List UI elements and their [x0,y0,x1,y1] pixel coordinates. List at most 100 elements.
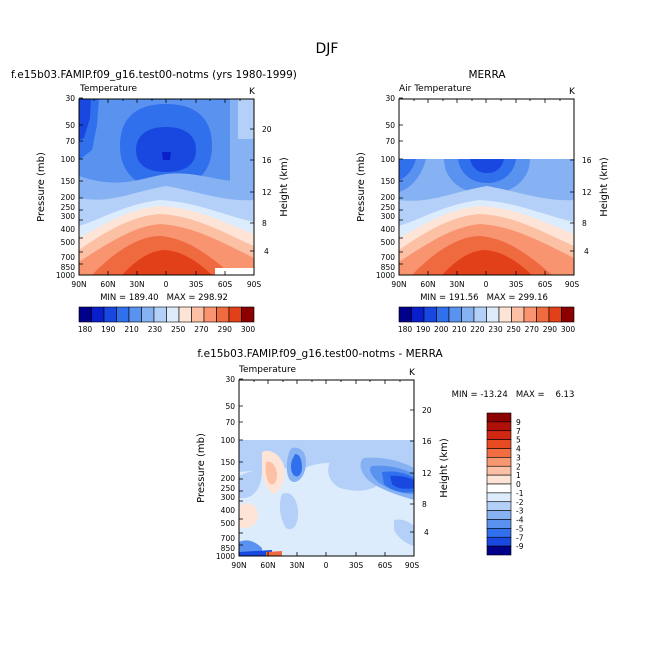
colorbar-label: 290 [218,325,233,334]
x-tick-label: 60S [538,280,553,289]
contour-band [399,159,416,180]
y2-tick-label: 4 [584,247,589,256]
x-tick-label: 0 [484,280,489,289]
y-tick-label: 1000 [376,271,395,280]
colorbar-label: 230 [488,325,503,334]
contour-band [279,492,298,530]
colorbar-label: 250 [171,325,186,334]
colorbar-swatch [486,457,512,467]
contour-band [239,550,272,556]
y-tick-label: 150 [221,458,236,467]
panel-title: f.e15b03.FAMIP.f09_g16.test00-notms (yrs… [11,69,297,81]
x-tick-label: 0 [164,280,169,289]
contour-band [122,250,212,275]
colorbar-swatch [178,306,192,323]
colorbar-label: 200 [434,325,449,334]
y2-tick-label: 12 [262,188,272,197]
x-tick-label: 90S [565,280,580,289]
colorbar-swatch [486,510,512,520]
colorbar-swatch [486,474,512,485]
y-tick-label: 250 [221,484,236,493]
axis-ticks [399,97,574,276]
y2-tick-labels: 4 8 12 16 [582,156,592,256]
y2-tick-label: 12 [422,469,432,478]
y-tick-label: 850 [381,263,396,272]
plot-frame [238,379,415,557]
y2-tick-label: 20 [262,125,272,134]
x-tick-label: 60S [378,561,393,570]
y2-tick-label: 16 [262,156,272,165]
colorbar-label: 7 [516,427,521,436]
colorbar-swatch [228,306,242,323]
colorbar-swatch [486,306,500,323]
colorbar-label: 300 [561,325,576,334]
x-tick-labels: 90N 60N 30N 0 30S 60S 90S [71,280,261,289]
y2-axis-label: Height (km) [599,157,610,217]
x-tick-label: 60N [420,280,435,289]
axis-ticks [79,97,254,276]
colorbar-label: 190 [101,325,116,334]
contour-band [136,127,196,172]
colorbar-swatch [536,306,550,323]
y2-tick-label: 12 [582,188,592,197]
y-tick-labels: 30 50 70 100 150 200 250 300 400 500 700… [376,94,395,280]
panel-difference: f.e15b03.FAMIP.f09_g16.test00-notms - ME… [196,348,574,570]
colorbar-swatch [78,306,92,323]
x-tick-label: 90S [247,280,262,289]
plot-frame [78,98,255,276]
y-tick-label: 850 [221,544,236,553]
x-tick-label: 30S [349,561,364,570]
colorbar-label: 4 [516,445,521,454]
panel-unit-label: K [569,87,576,97]
colorbar-swatch [486,421,512,432]
colorbar-swatch [511,306,525,323]
y2-tick-labels: 4 8 12 16 20 [422,406,432,537]
colorbar-swatch [91,306,105,323]
colorbar-swatch [486,412,512,423]
colorbar-label: 180 [398,325,413,334]
x-tick-label: 90N [231,561,246,570]
y-tick-label: 150 [381,177,396,186]
colorbar-label: 3 [516,453,521,462]
colorbar-label: 210 [452,325,467,334]
colorbar-label: 250 [507,325,522,334]
y2-tick-label: 16 [422,437,432,446]
contour-band [442,250,532,275]
colorbar-label: 210 [124,325,139,334]
contour-band [266,551,282,556]
x-tick-label: 60N [260,561,275,570]
y-tick-label: 300 [61,212,76,221]
colorbar-label: -2 [516,498,524,507]
plot-frame [398,98,575,276]
y-tick-label: 70 [65,137,75,146]
min-max-stats: MIN = 189.40 MAX = 298.92 [100,293,228,303]
contour-band [291,454,302,477]
colorbar-swatch [486,545,512,556]
colorbar-label: 190 [416,325,431,334]
y-tick-label: 500 [381,238,396,247]
y-tick-labels: 30 50 70 100 150 200 250 300 400 500 700… [216,375,235,561]
colorbar-swatch [166,306,180,323]
y-tick-label: 250 [61,203,76,212]
y-tick-label: 700 [381,253,396,262]
panel-title: f.e15b03.FAMIP.f09_g16.test00-notms - ME… [197,348,443,360]
y-tick-label: 300 [221,493,236,502]
colorbar-label: 290 [543,325,558,334]
colorbar-label: -3 [516,507,524,516]
y-tick-label: 30 [65,94,75,103]
colorbar-label: 180 [78,325,93,334]
y2-axis-label: Height (km) [279,157,290,217]
contour-field [399,159,574,275]
y-tick-label: 500 [221,519,236,528]
y-tick-label: 70 [385,137,395,146]
min-max-stats: MIN = 191.56 MAX = 299.16 [420,293,548,303]
colorbar-label: -7 [516,533,524,542]
colorbar-swatch [473,306,487,323]
colorbar-label: 2 [516,462,521,471]
colorbar-swatch [128,306,142,323]
panel-variable-label: Temperature [238,365,296,375]
colorbar-label: 300 [241,325,256,334]
colorbar: 180 190 210 230 250 270 290 300 [78,306,256,334]
y-tick-label: 100 [61,155,76,164]
panel-variable-label: Air Temperature [399,84,472,94]
